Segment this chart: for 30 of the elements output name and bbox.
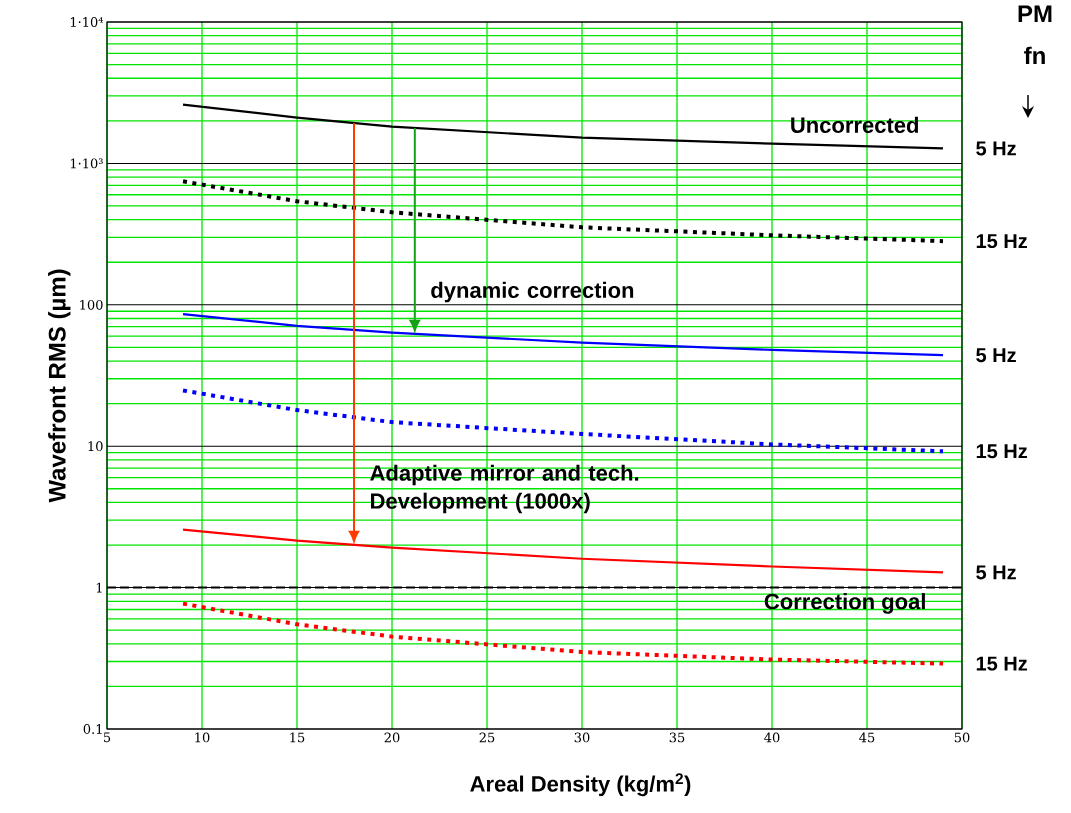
y-tick-label: 0.1 — [83, 724, 102, 734]
x-tick-label: 35 — [669, 732, 685, 743]
line-series — [181, 103, 945, 150]
x-tick-label: 50 — [954, 732, 970, 743]
series-label: 5 Hz — [976, 348, 1016, 363]
legend-title: PM fn — [1018, 5, 1052, 65]
x-axis-title: Areal Density (kg/m$^{2}$) — [470, 773, 691, 797]
y-tick-label: 1·10⁴ — [70, 17, 104, 27]
x-tick-label: 30 — [574, 732, 590, 743]
x-tick-label: 15 — [290, 732, 305, 743]
line-series — [181, 312, 945, 357]
line-series — [181, 179, 945, 244]
x-tick-label: 25 — [479, 732, 495, 743]
x-tick-label: 10 — [195, 732, 210, 743]
x-tick-label: 20 — [384, 732, 400, 743]
series-label: 15 Hz — [976, 656, 1028, 671]
series-label: 15 Hz — [976, 234, 1028, 249]
x-tick-label: 40 — [764, 732, 780, 743]
line-series — [181, 528, 945, 574]
line-series — [181, 388, 945, 454]
series-label: 5 Hz — [976, 141, 1016, 156]
y-tick-label: 10 — [88, 441, 103, 452]
x-tick-label: 45 — [859, 732, 875, 743]
y-tick-label: 100 — [80, 299, 103, 310]
y-tick-label: 1 — [96, 582, 102, 593]
x-tick-label: 5 — [103, 732, 111, 743]
series-label: 15 Hz — [976, 444, 1028, 459]
y-tick-label: 1·10³ — [70, 158, 103, 169]
y-axis-title: Wavefront RMS (µm) — [48, 269, 71, 503]
series-label: 5 Hz — [976, 565, 1016, 580]
